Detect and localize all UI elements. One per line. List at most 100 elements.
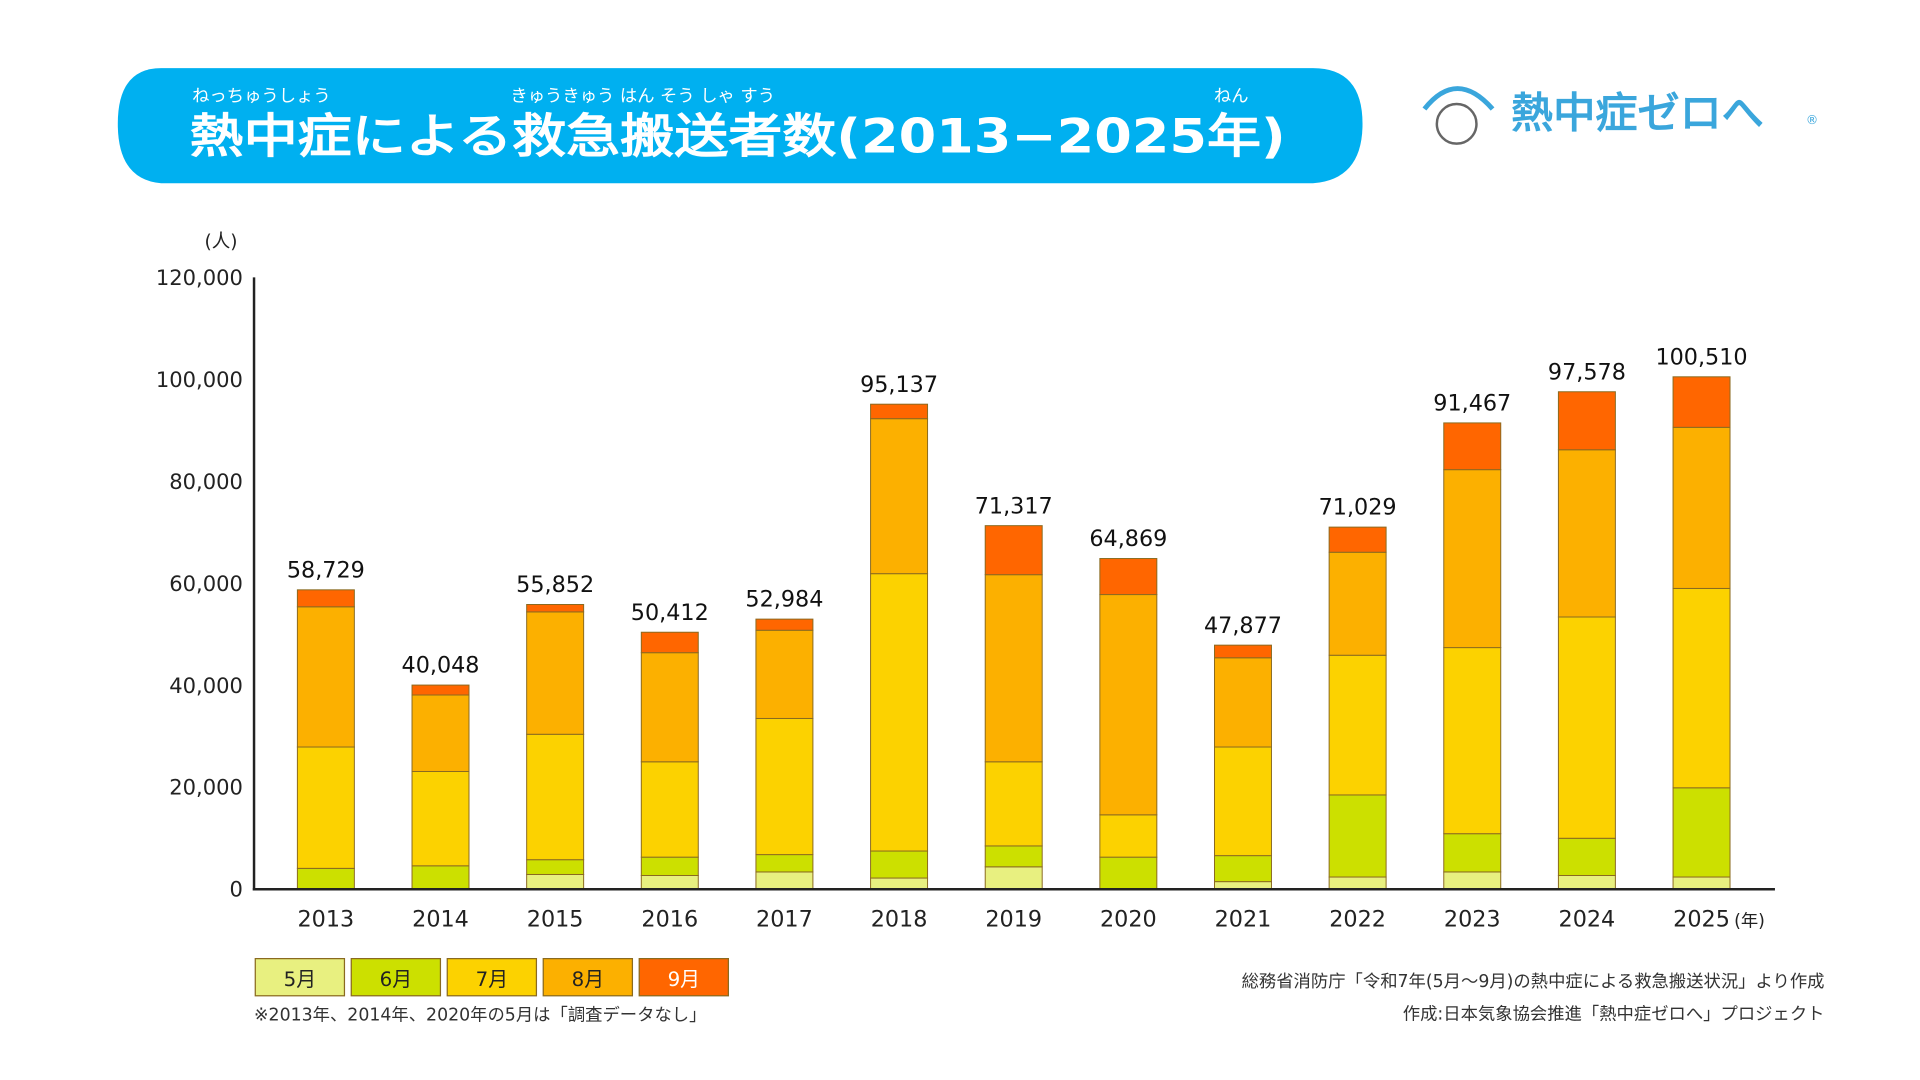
title-furigana-3: ねん (1214, 87, 1249, 107)
x-tick-label: 2025 (1673, 906, 1730, 932)
logo-text: 熱中症ゼロへ (1511, 89, 1764, 138)
chart-title: 熱中症による救急搬送者数(2013−2025年) (190, 109, 1286, 164)
bar-segment-2016-5月 (640, 875, 699, 890)
y-axis-unit: (人) (204, 232, 237, 253)
bar-segment-2015-5月 (526, 873, 585, 890)
bar-segment-2018-8月 (870, 418, 929, 575)
bar-segment-2025-7月 (1672, 587, 1731, 789)
bar-segment-2018-7月 (870, 573, 929, 852)
y-tick-label: 60,000 (169, 571, 243, 596)
bar-segment-2018-9月 (870, 403, 929, 420)
total-label: 97,578 (1548, 359, 1626, 385)
source-note: 総務省消防庁「令和7年(5月～9月)の熱中症による救急搬送状況」より作成 (1242, 972, 1825, 992)
y-tick-label: 40,000 (169, 673, 243, 698)
total-label: 40,048 (402, 653, 480, 679)
legend-label: 9月 (668, 968, 700, 991)
y-tick-label: 80,000 (169, 469, 243, 494)
bar-segment-2023-6月 (1443, 833, 1502, 873)
missing-data-note: ※2013年、2014年、2020年の5月は「調査データなし」 (254, 1005, 706, 1026)
credit-note: 作成:日本気象協会推進「熱中症ゼロへ」プロジェクト (1403, 1004, 1825, 1024)
logo-hat-icon (1422, 86, 1495, 111)
bar-segment-2015-9月 (526, 604, 585, 613)
legend-swatch (254, 958, 346, 997)
bar-segment-2024-6月 (1557, 837, 1616, 876)
bar-segment-2020-6月 (1099, 856, 1158, 890)
x-tick-label: 2014 (412, 906, 469, 932)
bar-segment-2018-5月 (870, 877, 929, 890)
total-label: 71,029 (1319, 495, 1397, 521)
bar-segment-2024-8月 (1557, 449, 1616, 618)
total-label: 95,137 (860, 372, 938, 398)
x-tick-label: 2022 (1329, 906, 1386, 932)
bar-segment-2022-9月 (1328, 526, 1387, 553)
total-label: 64,869 (1089, 526, 1167, 552)
y-axis: 0 20,000 40,000 60,000 80,000 100,000 120,000 (156, 265, 243, 902)
bar-segment-2017-6月 (755, 854, 814, 873)
legend-label: 7月 (476, 968, 508, 991)
legend-label: 5月 (284, 968, 316, 991)
bar-segment-2017-7月 (755, 717, 814, 856)
bar-segment-2013-7月 (296, 746, 355, 869)
bar-segment-2014-9月 (411, 684, 470, 696)
total-label: 100,510 (1655, 344, 1747, 370)
bar-segment-2023-7月 (1443, 647, 1502, 835)
bar-segment-2025-9月 (1672, 376, 1731, 428)
legend-swatch (446, 958, 538, 997)
bar-segment-2015-8月 (526, 611, 585, 735)
bar-segment-2021-6月 (1213, 855, 1272, 883)
bar-segment-2023-5月 (1443, 871, 1502, 890)
x-tick-label: 2017 (756, 906, 813, 932)
bar-segment-2016-7月 (640, 761, 699, 858)
bar-segment-2024-9月 (1557, 391, 1616, 451)
bar-segment-2018-6月 (870, 850, 929, 879)
bar-segment-2020-8月 (1099, 594, 1158, 816)
total-label: 91,467 (1433, 391, 1511, 417)
legend-swatch (350, 958, 442, 997)
legend: 5月 6月 7月 8月 9月 (254, 958, 730, 997)
legend-swatch (638, 958, 730, 997)
bar-segment-2021-8月 (1213, 657, 1272, 748)
bar-segment-2016-6月 (640, 856, 699, 876)
logo-face-icon (1435, 102, 1478, 145)
total-label: 50,412 (631, 600, 709, 626)
y-tick-label: 20,000 (169, 775, 243, 800)
bar-segment-2022-5月 (1328, 876, 1387, 890)
x-tick-label: 2024 (1559, 906, 1616, 932)
legend-label: 8月 (572, 968, 604, 991)
logo: 熱中症ゼロへ ® (1422, 86, 1818, 145)
total-label: 71,317 (975, 493, 1053, 519)
bar-segment-2019-6月 (984, 845, 1043, 868)
y-tick-label: 0 (229, 877, 242, 902)
bar-segment-2013-9月 (296, 589, 355, 608)
bar-segment-2025-5月 (1672, 876, 1731, 890)
bar-segment-2015-6月 (526, 859, 585, 875)
x-tick-label: 2013 (298, 906, 355, 932)
x-tick-label: 2023 (1444, 906, 1501, 932)
bar-segment-2017-9月 (755, 618, 814, 631)
y-tick-label: 120,000 (156, 265, 243, 290)
x-tick-label: 2019 (985, 906, 1042, 932)
x-tick-label: 2016 (641, 906, 698, 932)
bar-segment-2017-5月 (755, 871, 814, 890)
x-tick-label: 2015 (527, 906, 584, 932)
bar-segment-2019-5月 (984, 866, 1043, 890)
bar-segment-2025-8月 (1672, 426, 1731, 589)
total-label: 47,877 (1204, 613, 1282, 639)
bar-segment-2024-5月 (1557, 875, 1616, 890)
bar-segment-2013-6月 (296, 867, 355, 890)
bar-segment-2022-8月 (1328, 551, 1387, 656)
bar-segment-2016-9月 (640, 631, 699, 654)
bar-segment-2019-8月 (984, 574, 1043, 763)
total-label: 52,984 (745, 587, 823, 613)
legend-label: 6月 (380, 968, 412, 991)
bar-segment-2020-7月 (1099, 814, 1158, 858)
bar-segment-2019-7月 (984, 761, 1043, 847)
bar-segment-2014-6月 (411, 865, 470, 890)
bar-segment-2021-9月 (1213, 644, 1272, 659)
bar-segment-2022-7月 (1328, 654, 1387, 796)
x-axis-unit: (年) (1734, 911, 1765, 931)
y-tick-label: 100,000 (156, 367, 243, 392)
bar-segment-2014-7月 (411, 770, 470, 867)
x-tick-label: 2021 (1215, 906, 1272, 932)
